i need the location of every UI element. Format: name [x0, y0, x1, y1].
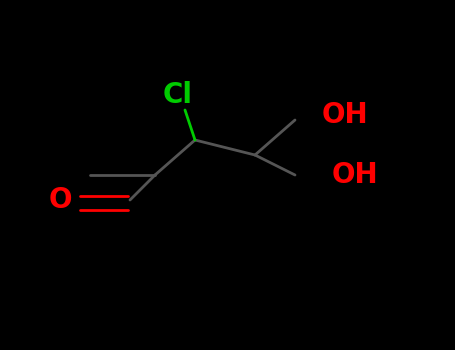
- Text: OH: OH: [322, 101, 368, 129]
- Text: O: O: [48, 186, 72, 214]
- Text: Cl: Cl: [163, 81, 193, 109]
- Text: OH: OH: [332, 161, 378, 189]
